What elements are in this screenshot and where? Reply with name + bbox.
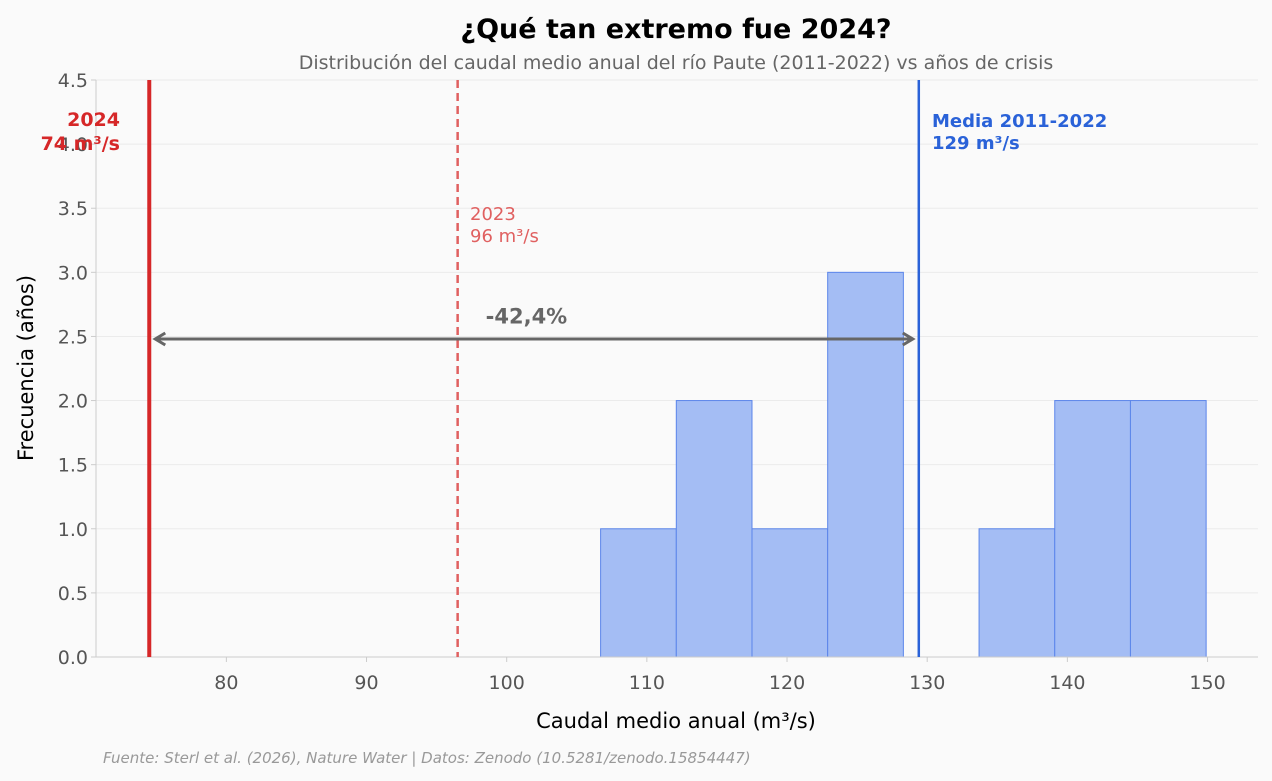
histogram-bar bbox=[675, 400, 753, 658]
x-tick-label: 120 bbox=[769, 672, 805, 694]
histogram-bars bbox=[600, 271, 1207, 658]
y-axis-ticks: 0.0 0.5 1.0 1.5 2.0 2.5 3.0 3.5 4.0 4.5 bbox=[58, 70, 96, 669]
difference-arrow-head-left bbox=[152, 331, 167, 347]
x-tick-label: 150 bbox=[1189, 672, 1225, 694]
y-tick-label: 1.0 bbox=[58, 519, 88, 541]
x-tick-label: 90 bbox=[354, 672, 378, 694]
x-tick-label: 140 bbox=[1049, 672, 1085, 694]
difference-percent-label: -42,4% bbox=[486, 305, 568, 329]
chart-title: ¿Qué tan extremo fue 2024? bbox=[460, 14, 891, 45]
annotation-2023-year: 2023 bbox=[470, 204, 516, 225]
y-tick-label: 1.5 bbox=[58, 455, 88, 477]
y-tick-label: 2.0 bbox=[58, 391, 88, 413]
source-note: Fuente: Sterl et al. (2026), Nature Wate… bbox=[103, 749, 751, 767]
histogram-bar bbox=[600, 528, 677, 658]
y-tick-label: 4.5 bbox=[58, 70, 88, 92]
y-tick-label: 2.5 bbox=[58, 326, 88, 348]
annotation-2024-value: 74 m³/s bbox=[41, 133, 120, 155]
annotation-mean-value: 129 m³/s bbox=[932, 133, 1020, 154]
x-tick-label: 110 bbox=[629, 672, 665, 694]
x-tick-label: 130 bbox=[909, 672, 945, 694]
histogram-bar bbox=[1054, 400, 1131, 658]
annotation-2023-value: 96 m³/s bbox=[470, 226, 539, 247]
annotation-mean-label: Media 2011-2022 bbox=[932, 111, 1107, 132]
y-tick-label: 0.0 bbox=[58, 647, 88, 669]
x-axis-label: Caudal medio anual (m³/s) bbox=[536, 709, 816, 733]
annotation-2024-year: 2024 bbox=[67, 109, 120, 131]
x-tick-label: 100 bbox=[489, 672, 525, 694]
reference-lines bbox=[147, 80, 921, 657]
y-tick-label: 3.0 bbox=[58, 262, 88, 284]
y-tick-label: 0.5 bbox=[58, 583, 88, 605]
y-axis-label: Frecuencia (años) bbox=[14, 275, 38, 461]
x-tick-label: 80 bbox=[214, 672, 238, 694]
y-tick-label: 4.0 bbox=[58, 134, 88, 156]
difference-arrow-head-right bbox=[902, 331, 916, 347]
x-axis-ticks: 80 90 100 110 120 130 140 150 bbox=[214, 657, 1226, 694]
histogram-bar bbox=[751, 528, 829, 658]
chart-subtitle: Distribución del caudal medio anual del … bbox=[299, 52, 1054, 74]
histogram-bar bbox=[1129, 400, 1207, 658]
y-tick-label: 3.5 bbox=[58, 198, 88, 220]
histogram-bar bbox=[827, 271, 904, 658]
axes bbox=[95, 80, 1258, 658]
histogram-bar bbox=[978, 528, 1056, 658]
